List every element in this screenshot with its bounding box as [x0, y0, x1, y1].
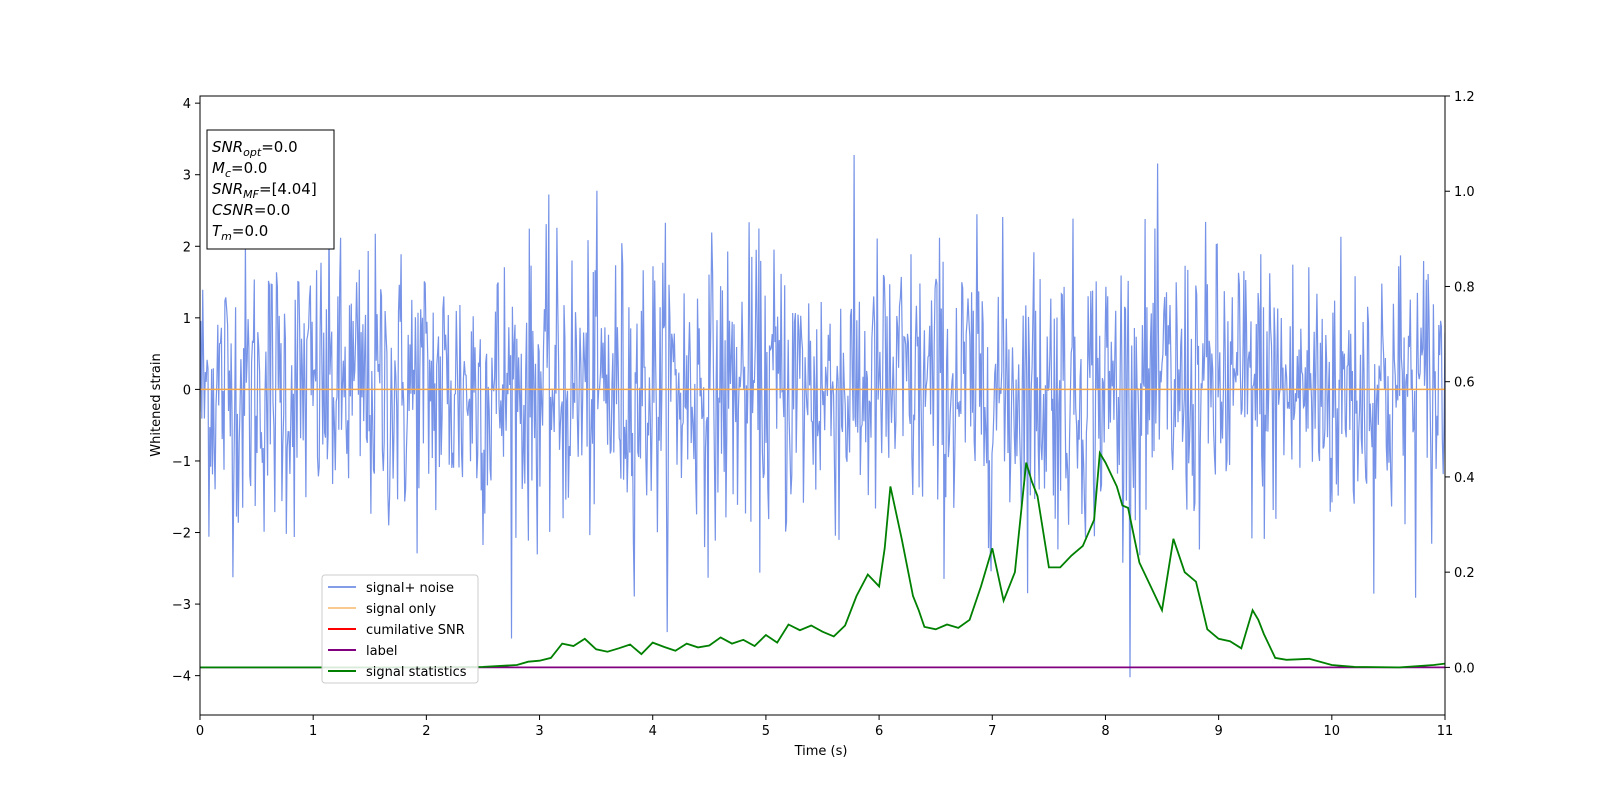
legend-item: label: [328, 644, 397, 659]
info-box-line: Tm=0.0: [212, 222, 268, 243]
y-axis-left: 4 3 2 1 0 −1 −2 −3 −4: [172, 97, 200, 685]
legend-label: label: [366, 644, 397, 659]
x-axis-label: Time (s): [794, 744, 848, 759]
y-axis-label: Whitened strain: [149, 353, 164, 456]
y-tick-label: 3: [183, 169, 191, 184]
y-tick-label: 0: [183, 383, 191, 398]
legend-frame: [321, 574, 479, 684]
y-tick-label: −4: [172, 670, 191, 685]
x-axis: 0 1 2 3 4 5 6 7 8 9 10 11: [196, 715, 1453, 739]
info-box-line: SNRMF=[4.04]: [212, 180, 317, 201]
legend-label: cumilative SNR: [366, 623, 465, 638]
y-tick-label: −2: [172, 527, 191, 542]
info-box-line: SNRopt=0.0: [212, 138, 298, 159]
y-tick-label: 4: [183, 97, 191, 112]
x-tick-label: 4: [649, 724, 657, 739]
y-tick-label: 1: [183, 312, 191, 327]
series-signal-statistics: [200, 450, 1445, 669]
y2-tick-label: 0.2: [1454, 566, 1475, 581]
x-tick-label: 2: [422, 724, 430, 739]
info-box-frame: [206, 129, 335, 250]
legend-item: cumilative SNR: [328, 623, 465, 638]
series-signal-noise: [200, 154, 1445, 678]
x-tick-label: 9: [1214, 724, 1222, 739]
y-tick-label: 2: [183, 240, 191, 255]
info-box-line: Mc=0.0: [212, 159, 267, 180]
plot-frame: [199, 95, 1446, 716]
legend-item: signal only: [328, 602, 436, 617]
x-tick-label: 6: [875, 724, 883, 739]
x-tick-label: 0: [196, 724, 204, 739]
x-tick-label: 3: [535, 724, 543, 739]
legend-label: signal+ noise: [366, 581, 454, 596]
x-tick-label: 8: [1101, 724, 1109, 739]
x-tick-label: 5: [762, 724, 770, 739]
y-tick-label: −3: [172, 598, 191, 613]
legend: signal+ noise signal only cumilative SNR la…: [321, 574, 479, 684]
y2-tick-label: 1.0: [1454, 185, 1475, 200]
legend-item: signal statistics: [328, 665, 467, 680]
y2-tick-label: 0.0: [1454, 661, 1475, 676]
y-axis-right: 1.2 1.0 0.8 0.6 0.4 0.2 0.0: [1445, 90, 1475, 676]
y2-tick-label: 0.8: [1454, 280, 1475, 295]
y2-tick-label: 0.6: [1454, 376, 1475, 391]
legend-label: signal only: [366, 602, 436, 617]
x-tick-label: 1: [309, 724, 317, 739]
y2-tick-label: 0.4: [1454, 471, 1475, 486]
legend-label: signal statistics: [366, 665, 467, 680]
y-tick-label: −1: [172, 455, 191, 470]
x-tick-label: 7: [988, 724, 996, 739]
y2-tick-label: 1.2: [1454, 90, 1475, 105]
x-tick-label: 11: [1437, 724, 1454, 739]
x-tick-label: 10: [1324, 724, 1341, 739]
legend-item: signal+ noise: [328, 581, 454, 596]
info-box-line: CSNR=0.0: [212, 201, 290, 219]
